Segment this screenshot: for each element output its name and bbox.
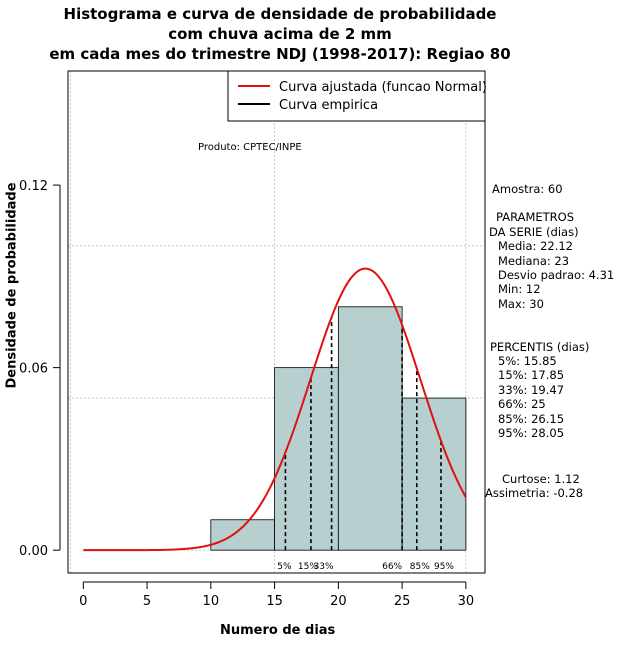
stat-params-heading-2: DA SERIE (dias) [489, 225, 579, 239]
percentile-label: 33% [314, 562, 334, 572]
y-tick-label: 0.00 [19, 544, 48, 559]
y-tick-label: 0.12 [19, 179, 48, 194]
histogram-bar [274, 367, 339, 551]
stat-p33: 33%: 19.47 [498, 383, 565, 397]
stat-curtose: Curtose: 1.12 [502, 472, 580, 486]
axes: 0 5 10 15 20 25 30 0.00 0.06 0.12 [19, 179, 474, 609]
credit-text: Produto: CPTEC/INPE [198, 142, 302, 153]
histogram-bar [210, 519, 275, 551]
stat-p95: 95%: 28.05 [498, 426, 565, 440]
percentile-label: 95% [434, 562, 454, 572]
percentile-label: 66% [382, 562, 402, 572]
legend-empirical-label: Curva empirica [279, 98, 378, 113]
percentile-label: 85% [410, 562, 430, 572]
legend-frame [227, 70, 486, 122]
stat-min: Min: 12 [498, 282, 541, 296]
stat-media: Media: 22.12 [498, 239, 573, 253]
x-axis-label: Numero de dias [220, 623, 336, 638]
x-tick-label: 0 [79, 594, 87, 609]
fitted-normal-curve [83, 267, 467, 552]
percentile-lines: 5% 15%33% 66% 85% 95% [277, 317, 454, 572]
stat-sample: Amostra: 60 [492, 182, 563, 196]
stat-assimetria: Assimetria: -0.28 [485, 486, 584, 500]
stat-p5: 5%: 15.85 [498, 354, 557, 368]
stat-params-heading-1: PARAMETROS [496, 210, 575, 224]
stat-p66: 66%: 25 [498, 397, 546, 411]
percentile-label: 5% [277, 562, 292, 572]
percentile-label: 15% [298, 562, 318, 572]
stat-mediana: Mediana: 23 [498, 254, 570, 268]
chart-title-line-2: com chuva acima de 2 mm [168, 25, 392, 43]
legend-fitted-label: Curva ajustada (funcao Normal) [279, 80, 487, 95]
x-tick-label: 30 [458, 594, 475, 609]
stat-percentis-heading: PERCENTIS (dias) [490, 340, 590, 354]
stat-p15: 15%: 17.85 [498, 368, 565, 382]
x-tick-label: 20 [330, 594, 347, 609]
chart-title-line-1: Histograma e curva de densidade de proba… [63, 5, 497, 23]
x-tick-label: 5 [143, 594, 151, 609]
x-tick-label: 10 [203, 594, 220, 609]
chart-title-line-3: em cada mes do trimestre NDJ (1998-2017)… [49, 45, 511, 63]
histogram-bar [337, 306, 403, 551]
legend-box: Curva ajustada (funcao Normal) Curva emp… [227, 70, 487, 122]
stat-p85: 85%: 26.15 [498, 412, 565, 426]
x-tick-label: 25 [394, 594, 411, 609]
y-axis-label: Densidade de probabilidade [4, 182, 20, 389]
y-tick-label: 0.06 [19, 362, 48, 377]
stat-desvio: Desvio padrao: 4.31 [498, 268, 615, 282]
stat-max: Max: 30 [498, 297, 544, 311]
histogram-bars [210, 306, 467, 551]
x-tick-label: 15 [266, 594, 283, 609]
fitted-curve-layer [83, 267, 467, 552]
